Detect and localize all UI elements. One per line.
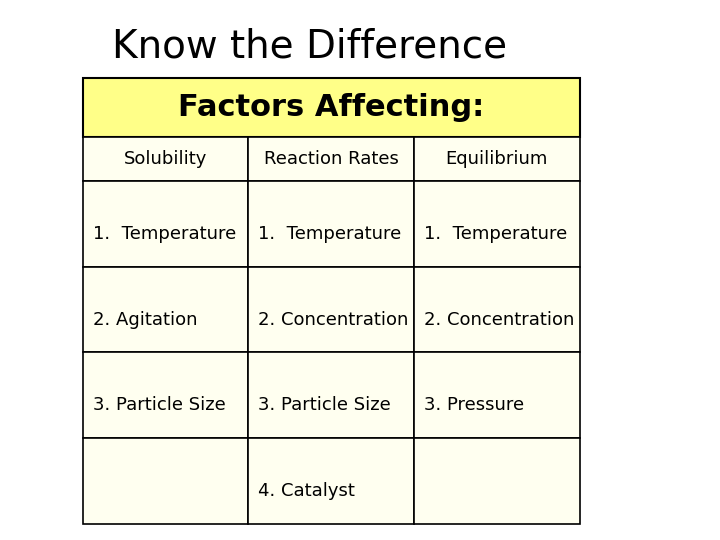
Text: 2. Agitation: 2. Agitation <box>93 311 197 329</box>
Bar <box>83 267 248 352</box>
Text: 3. Pressure: 3. Pressure <box>424 396 524 415</box>
Text: 1.  Temperature: 1. Temperature <box>424 225 567 243</box>
Bar <box>248 438 414 524</box>
Bar <box>248 181 414 267</box>
Text: 1.  Temperature: 1. Temperature <box>258 225 402 243</box>
Text: 3. Particle Size: 3. Particle Size <box>93 396 225 415</box>
Bar <box>248 137 414 181</box>
Bar <box>414 352 580 438</box>
Bar <box>248 352 414 438</box>
Bar <box>414 438 580 524</box>
Text: 1.  Temperature: 1. Temperature <box>93 225 236 243</box>
Bar <box>83 352 248 438</box>
Bar <box>83 438 248 524</box>
Text: Factors Affecting:: Factors Affecting: <box>178 93 485 122</box>
Bar <box>83 181 248 267</box>
Text: 2. Concentration: 2. Concentration <box>258 311 409 329</box>
Text: 2. Concentration: 2. Concentration <box>424 311 575 329</box>
Bar <box>414 267 580 352</box>
Text: Reaction Rates: Reaction Rates <box>264 150 399 168</box>
Text: Solubility: Solubility <box>124 150 207 168</box>
Bar <box>83 78 580 137</box>
Bar <box>83 137 248 181</box>
Text: Equilibrium: Equilibrium <box>446 150 548 168</box>
Text: 3. Particle Size: 3. Particle Size <box>258 396 391 415</box>
Bar <box>414 137 580 181</box>
Text: 4. Catalyst: 4. Catalyst <box>258 482 356 500</box>
Text: Know the Difference: Know the Difference <box>112 27 507 65</box>
Bar <box>248 267 414 352</box>
Bar <box>414 181 580 267</box>
